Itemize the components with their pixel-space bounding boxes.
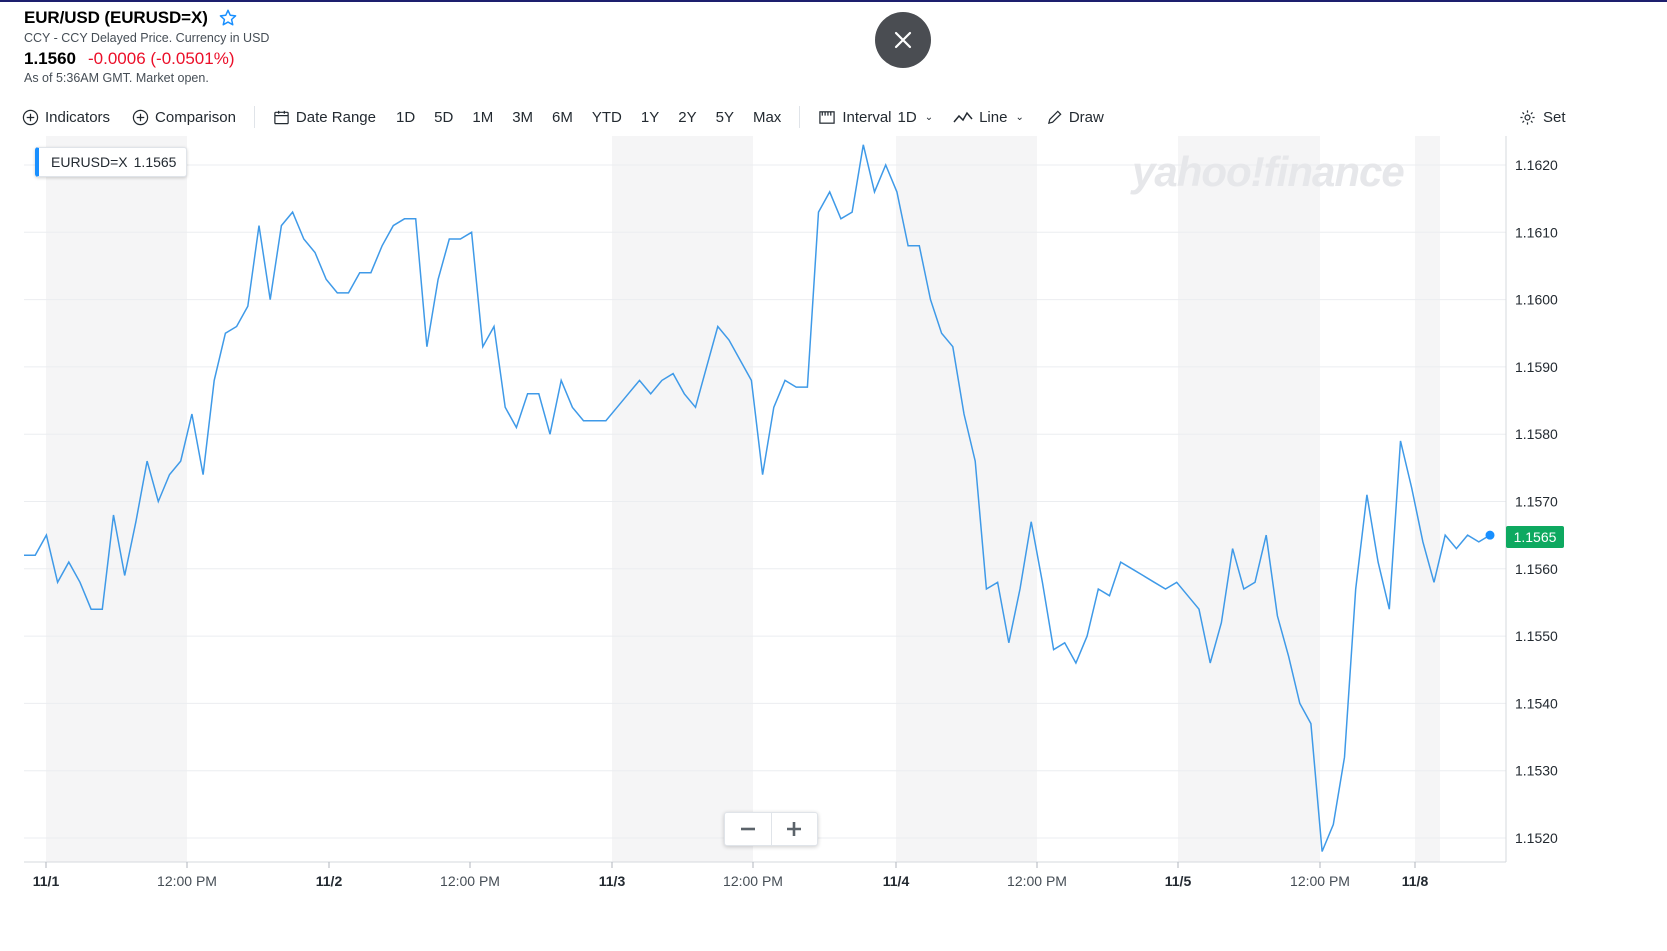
- zoom-out-button[interactable]: [725, 813, 771, 845]
- last-price-dot: [1485, 530, 1495, 540]
- session-band: [896, 136, 1037, 862]
- y-tick-label: 1.1520: [1515, 830, 1558, 846]
- current-price: 1.1560: [24, 49, 76, 68]
- range-6m[interactable]: 6M: [552, 108, 573, 126]
- plus-circle-icon: [132, 109, 149, 125]
- quote-header: EUR/USD (EURUSD=X) CCY - CCY Delayed Pri…: [24, 8, 269, 85]
- current-price-tag: 1.1565: [1506, 526, 1564, 548]
- quote-subtitle: CCY - CCY Delayed Price. Currency in USD: [24, 31, 270, 45]
- y-tick-label: 1.1570: [1515, 494, 1558, 510]
- x-tick-label: 11/2: [316, 873, 343, 889]
- close-icon: [894, 31, 912, 49]
- x-axis-ticks: 11/1 12:00 PM 11/2 12:00 PM 11/3 12:00 PM 11/4…: [33, 862, 1429, 889]
- x-tick-label: 11/5: [1165, 873, 1192, 889]
- page-title: EUR/USD (EURUSD=X): [24, 8, 208, 27]
- zoom-controls: [724, 812, 818, 846]
- top-accent-line: [0, 0, 1667, 2]
- x-tick-label: 12:00 PM: [1290, 873, 1350, 889]
- x-tick-label: 11/8: [1402, 873, 1429, 889]
- settings-label: Set: [1543, 108, 1566, 126]
- session-bands: [46, 136, 1440, 862]
- range-3m[interactable]: 3M: [512, 108, 534, 126]
- yahoo-finance-watermark: yahoo!finance: [1132, 148, 1405, 195]
- as-of-timestamp: As of 5:36AM GMT. Market open.: [24, 71, 209, 85]
- close-button[interactable]: [875, 12, 931, 68]
- draw-button[interactable]: Draw: [1046, 109, 1104, 126]
- pencil-icon: [1047, 109, 1062, 124]
- x-tick-label: 11/1: [33, 873, 60, 889]
- indicators-label: Indicators: [45, 108, 111, 126]
- star-icon[interactable]: [218, 8, 238, 28]
- comparison-label: Comparison: [155, 108, 236, 126]
- y-tick-label: 1.1600: [1515, 292, 1558, 308]
- y-tick-label: 1.1540: [1515, 695, 1558, 711]
- range-5y[interactable]: 5Y: [715, 108, 734, 126]
- settings-button[interactable]: Set: [1519, 104, 1566, 130]
- price-line: [24, 144, 1491, 852]
- plus-circle-icon: [22, 109, 39, 125]
- gear-icon: [1520, 109, 1535, 125]
- legend-symbol: EURUSD=X: [51, 154, 128, 170]
- indicators-button[interactable]: Indicators: [22, 109, 110, 126]
- y-tick-label: 1.1590: [1515, 359, 1558, 375]
- session-band: [1415, 136, 1440, 862]
- interval-icon: [819, 110, 836, 124]
- range-ytd[interactable]: YTD: [591, 108, 622, 126]
- x-tick-label: 11/4: [883, 873, 910, 889]
- date-range-label: Date Range: [295, 108, 376, 126]
- range-max[interactable]: Max: [752, 108, 782, 126]
- x-tick-label: 12:00 PM: [723, 873, 783, 889]
- range-1d[interactable]: 1D: [395, 108, 416, 126]
- chart-toolbar: Indicators Comparison Date Range 1D 5D 1…: [22, 104, 1104, 130]
- line-label: Line: [979, 108, 1008, 126]
- date-range-button[interactable]: Date Range: [273, 109, 376, 126]
- x-tick-label: 12:00 PM: [1007, 873, 1067, 889]
- toolbar-divider: [799, 106, 801, 128]
- series-legend[interactable]: EURUSD=X 1.1565: [35, 147, 188, 177]
- zoom-in-button[interactable]: [770, 813, 818, 845]
- interval-label: Interval: [842, 108, 892, 126]
- y-axis-ticks: 1.1620 1.1610 1.1600 1.1590 1.1580 1.1570 1.15…: [1515, 157, 1558, 846]
- chevron-down-icon: ⌄: [924, 111, 934, 123]
- axes: [24, 136, 1507, 863]
- chart-type-dropdown[interactable]: Line ⌄: [953, 109, 1024, 126]
- y-tick-label: 1.1580: [1515, 426, 1558, 442]
- interval-value: 1D: [897, 108, 917, 126]
- toolbar-divider: [253, 106, 255, 128]
- plus-icon: [787, 822, 802, 836]
- y-tick-label: 1.1530: [1515, 763, 1558, 779]
- range-2y[interactable]: 2Y: [678, 108, 697, 126]
- y-tick-label: 1.1560: [1515, 561, 1558, 577]
- interval-dropdown[interactable]: Interval 1D ⌄: [818, 109, 933, 126]
- range-5d[interactable]: 5D: [434, 108, 454, 126]
- x-tick-label: 12:00 PM: [440, 873, 500, 889]
- range-1m[interactable]: 1M: [472, 108, 494, 126]
- price-change: -0.0006 (-0.0501%): [88, 49, 235, 68]
- legend-value: 1.1565: [133, 154, 177, 170]
- y-tick-label: 1.1550: [1515, 628, 1558, 644]
- calendar-icon: [274, 110, 289, 124]
- y-tick-label: 1.1620: [1515, 157, 1558, 173]
- y-tick-label: 1.1610: [1515, 224, 1558, 240]
- session-band: [46, 136, 187, 862]
- range-1y[interactable]: 1Y: [640, 108, 660, 126]
- comparison-button[interactable]: Comparison: [132, 109, 236, 126]
- minus-icon: [740, 827, 755, 831]
- x-tick-label: 12:00 PM: [157, 873, 217, 889]
- session-band: [612, 136, 753, 862]
- draw-label: Draw: [1068, 108, 1104, 126]
- x-tick-label: 11/3: [599, 873, 626, 889]
- grid-lines: [24, 164, 1506, 839]
- line-chart-icon: [953, 111, 973, 123]
- session-band: [1178, 136, 1320, 862]
- chevron-down-icon: ⌄: [1015, 111, 1024, 123]
